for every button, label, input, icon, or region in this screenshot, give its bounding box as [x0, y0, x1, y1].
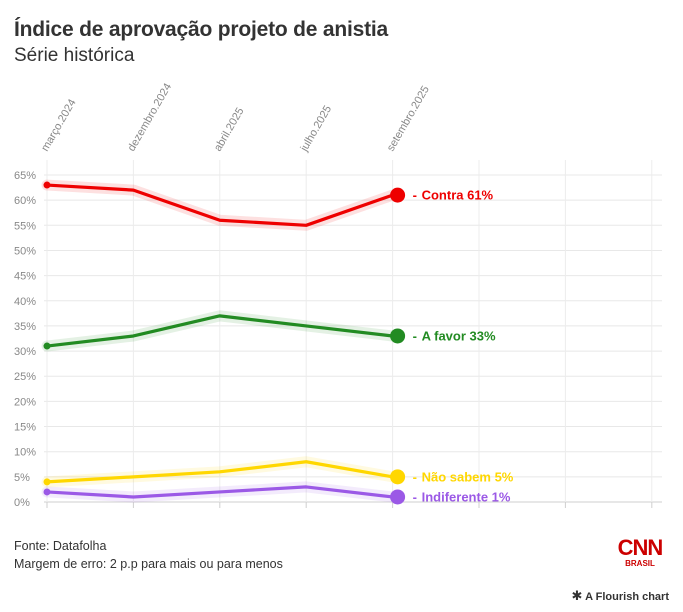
x-tick-label: dezembro.2024	[126, 81, 175, 153]
cnn-brasil-logo: CNN BRASIL	[618, 535, 664, 568]
y-tick-label: 15%	[14, 422, 36, 434]
y-tick-label: 65%	[14, 170, 36, 182]
series-label-dash: -	[413, 489, 417, 504]
series-end-point	[390, 187, 406, 203]
series-end-point	[390, 489, 406, 505]
y-tick-label: 10%	[14, 447, 36, 459]
flourish-star-icon: ✱	[571, 588, 583, 603]
series-label: Contra 61%	[422, 188, 494, 203]
line-chart: 0% 5% 10% 15% 20% 25% 30% 35% 40% 45% 50% 55% 60% 65%…	[14, 81, 662, 509]
y-tick-label: 30%	[14, 346, 36, 358]
series-line	[45, 485, 395, 499]
y-tick-label: 5%	[14, 472, 30, 484]
y-tick-label: 55%	[14, 220, 36, 232]
x-tick-label: julho.2025	[298, 104, 334, 155]
series-label: Indiferente 1%	[422, 489, 511, 504]
series-start-point	[43, 342, 51, 350]
series-label: A favor 33%	[422, 328, 496, 343]
series-label: Não sabem 5%	[422, 469, 514, 484]
chart-subtitle: Série histórica	[14, 45, 135, 66]
flourish-credit[interactable]: ✱ A Flourish chart	[572, 588, 670, 604]
series-label-dash: -	[413, 469, 417, 484]
logo-main-text: CNN	[618, 535, 663, 560]
series-line	[45, 183, 395, 227]
series-start-point	[43, 488, 51, 496]
series-label-dash: -	[413, 328, 417, 343]
y-tick-label: 60%	[14, 195, 36, 207]
y-tick-label: 0%	[14, 497, 30, 509]
x-tick-label: setembro.2025	[385, 84, 432, 154]
series-end-point	[390, 469, 406, 485]
flourish-credit-text: A Flourish chart	[585, 591, 669, 603]
series-line	[45, 314, 395, 348]
series-end-point	[390, 328, 406, 344]
y-tick-label: 40%	[14, 296, 36, 308]
y-tick-label: 25%	[14, 371, 36, 383]
chart-title: Índice de aprovação projeto de anistia	[14, 18, 389, 41]
series-start-point	[43, 478, 51, 486]
y-tick-label: 45%	[14, 271, 36, 283]
chart-footer: Fonte: Datafolha Margem de erro: 2 p.p p…	[14, 537, 283, 573]
series-start-point	[43, 181, 51, 189]
series-label-dash: -	[413, 188, 417, 203]
y-tick-label: 50%	[14, 245, 36, 257]
x-tick-label: abril.2025	[212, 106, 247, 154]
y-tick-label: 35%	[14, 321, 36, 333]
logo-sub-text: BRASIL	[625, 559, 655, 568]
y-tick-label: 20%	[14, 396, 36, 408]
source-note: Fonte: Datafolha	[14, 539, 107, 553]
margin-note: Margem de erro: 2 p.p para mais ou para …	[14, 557, 283, 571]
x-tick-label: março.2024	[39, 97, 78, 153]
series-line	[45, 460, 395, 484]
